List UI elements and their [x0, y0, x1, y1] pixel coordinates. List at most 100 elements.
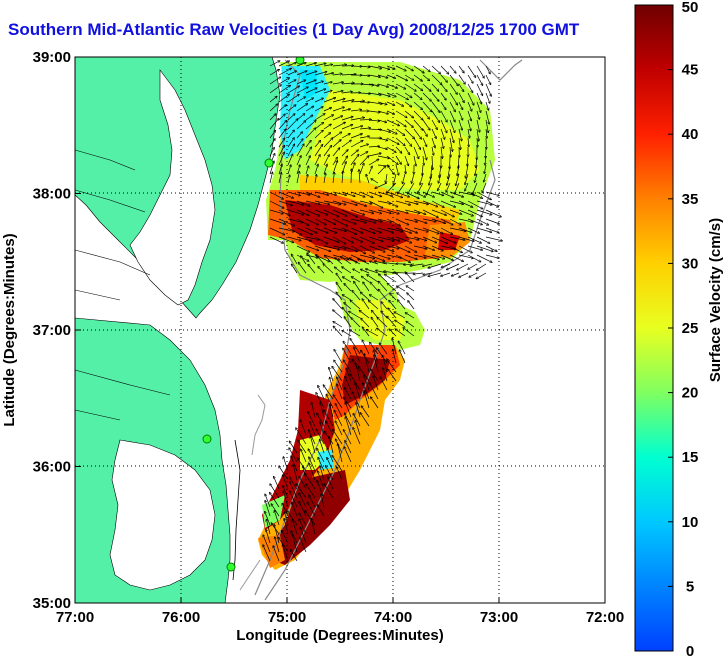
velocity-vector [359, 119, 371, 120]
velocity-vector [449, 65, 456, 73]
velocity-vector [359, 236, 374, 243]
velocity-vector [269, 77, 281, 85]
velocity-vector [458, 65, 464, 73]
velocity-vector [283, 491, 289, 508]
velocity-vector [476, 83, 483, 95]
velocity-vector [335, 267, 343, 274]
velocity-vector [467, 254, 481, 262]
velocity-vector [341, 257, 352, 265]
velocity-vector [323, 264, 334, 274]
x-tick-label: 73:00 [480, 609, 518, 626]
velocity-vector [484, 164, 487, 173]
velocity-vector [269, 139, 275, 148]
velocity-vector [440, 146, 442, 158]
velocity-vector [485, 245, 497, 251]
velocity-vector [395, 74, 407, 81]
velocity-vector [378, 289, 388, 301]
velocity-vector [341, 117, 353, 121]
velocity-vector [469, 272, 478, 277]
velocity-vector [305, 245, 318, 250]
velocity-vector [386, 155, 398, 164]
velocity-vector [422, 218, 436, 222]
velocity-vector [405, 164, 406, 173]
velocity-vector [274, 477, 280, 490]
velocity-vector [485, 83, 491, 96]
velocity-vector [278, 138, 285, 148]
velocity-vector [350, 101, 364, 102]
velocity-vector [458, 245, 472, 253]
velocity-vector [383, 355, 388, 373]
velocity-vector [292, 502, 298, 517]
velocity-vector [485, 191, 499, 196]
velocity-vector [345, 377, 352, 391]
velocity-vector [316, 255, 325, 265]
velocity-vector [476, 218, 488, 225]
velocity-vector [404, 146, 410, 155]
velocity-vector [377, 227, 393, 232]
velocity-vector [334, 410, 343, 427]
velocity-vector [467, 119, 471, 131]
velocity-vector [467, 200, 483, 209]
velocity-vector [366, 174, 370, 184]
velocity-vector [476, 92, 482, 104]
velocity-vector [341, 236, 353, 243]
velocity-vector [323, 227, 337, 233]
velocity-vector [305, 218, 318, 225]
velocity-vector [477, 263, 487, 270]
velocity-vector [440, 137, 444, 148]
velocity-vector [449, 92, 457, 105]
velocity-vector [309, 495, 316, 508]
velocity-vector [458, 191, 475, 195]
velocity-vector [422, 128, 427, 136]
velocity-vector [476, 128, 479, 141]
velocity-vector [482, 182, 487, 193]
velocity-vector [386, 128, 397, 134]
velocity-vector [395, 254, 410, 262]
velocity-vector [314, 227, 328, 233]
velocity-vector [449, 227, 466, 231]
velocity-vector [387, 316, 397, 328]
velocity-vector [287, 175, 290, 184]
velocity-vector [476, 101, 481, 112]
velocity-vector [368, 146, 379, 147]
velocity-vector [476, 110, 479, 119]
velocity-vector [386, 209, 399, 214]
velocity-vector [269, 104, 277, 112]
velocity-vector [316, 429, 325, 445]
velocity-vector [332, 82, 343, 85]
velocity-vector [413, 119, 423, 130]
velocity-vector [344, 388, 352, 400]
velocity-vector [359, 93, 370, 94]
velocity-vector [269, 200, 284, 208]
velocity-vector [361, 318, 370, 328]
velocity-vector [377, 137, 388, 140]
velocity-vector [368, 120, 379, 121]
velocity-vector [269, 172, 272, 184]
velocity-vector [395, 200, 410, 205]
velocity-vector [364, 354, 370, 373]
velocity-vector [386, 146, 396, 152]
velocity-vector [449, 119, 455, 132]
velocity-vector [395, 137, 405, 146]
velocity-vector [368, 83, 379, 86]
velocity-vector [287, 105, 296, 112]
velocity-vector [323, 82, 332, 85]
velocity-vector [309, 463, 316, 481]
velocity-vector [465, 182, 469, 191]
velocity-vector [371, 397, 379, 409]
velocity-vector [468, 263, 478, 269]
velocity-vector [467, 227, 479, 233]
velocity-vector [399, 350, 406, 364]
velocity-vector [486, 128, 487, 138]
velocity-vector [377, 92, 390, 96]
velocity-vector [431, 137, 435, 148]
velocity-vector [398, 341, 406, 355]
velocity-vector [300, 420, 307, 436]
velocity-vector [375, 182, 388, 188]
velocity-vector [476, 227, 491, 232]
velocity-vector [395, 65, 406, 71]
velocity-vector [404, 227, 417, 233]
x-tick-label: 76:00 [162, 609, 200, 626]
velocity-vector [296, 484, 307, 499]
velocity-vector [458, 74, 465, 84]
